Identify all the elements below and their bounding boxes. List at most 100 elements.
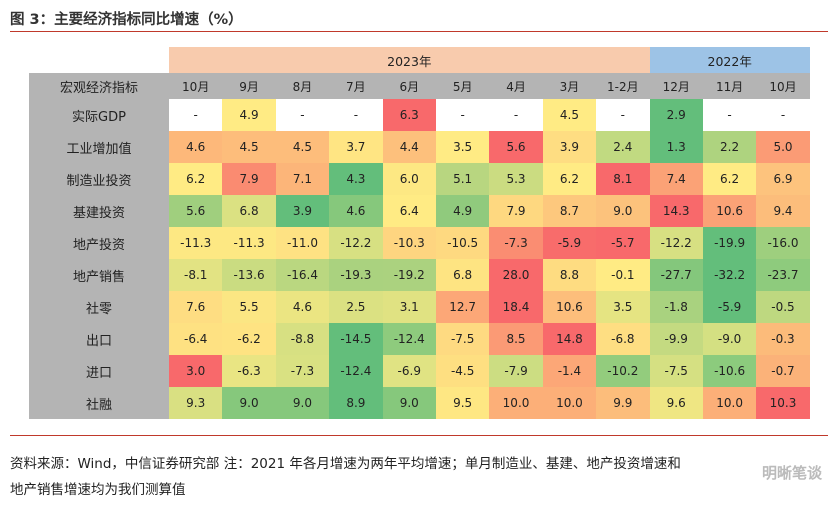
table-cell: 2.9	[649, 99, 703, 131]
table-cell: 4.5	[222, 131, 276, 163]
table-cell: -6.8	[596, 323, 650, 355]
table-cell: 4.9	[222, 99, 276, 131]
table-cell: -10.3	[382, 227, 436, 259]
table-cell: 4.6	[329, 195, 383, 227]
table-row: 实际GDP -4.9- -6.3- -4.5-2.9- -	[29, 99, 810, 131]
table-cell: 5.0	[756, 131, 810, 163]
table-cell: 28.0	[489, 259, 543, 291]
row-label: 工业增加值	[29, 131, 169, 163]
table-cell: -	[169, 99, 223, 131]
table-cell: -19.3	[329, 259, 383, 291]
column-header-9: 12月	[649, 73, 703, 99]
year-header-row: 2023年 2022年	[29, 47, 810, 73]
year-group-1: 2022年	[649, 47, 810, 73]
table-cell: 4.9	[435, 195, 490, 227]
table-row: 进口 3.0 -6.3 -7.3 -12.4 -6.9 -4.5 -7.9 -1.4 -10.2-…	[29, 355, 810, 387]
table-cell: -1.4	[542, 355, 597, 387]
table-cell: -6.4	[169, 323, 223, 355]
table-cell: 3.7	[329, 131, 383, 163]
table-cell: 7.9	[489, 195, 543, 227]
table-cell: -5.7	[596, 227, 650, 259]
table-cell: 6.2	[542, 163, 597, 195]
column-header-10: 11月	[702, 73, 757, 99]
table-cell: 3.9	[275, 195, 330, 227]
table-cell: -1.8	[649, 291, 703, 323]
table-cell: 1.3	[649, 131, 703, 163]
table-cell: 5.6	[169, 195, 223, 227]
footer-rule	[10, 435, 828, 436]
table-cell: -0.3	[756, 323, 810, 355]
table-cell: 9.0	[596, 195, 650, 227]
table-cell: -6.3	[222, 355, 276, 387]
table-cell: -5.9	[702, 291, 757, 323]
table-cell: -	[596, 99, 650, 131]
year-group-0: 2023年	[169, 47, 650, 73]
table-cell: -12.4	[382, 323, 436, 355]
column-header-2: 8月	[275, 73, 330, 99]
table-cell: -0.5	[756, 291, 810, 323]
table-cell: -19.2	[382, 259, 436, 291]
table-row: 制造业投资 6.2 7.9 7.1 4.3 6.0 5.1 5.3 6.2 8.1 7.4 6.2 6.…	[29, 163, 810, 195]
row-label: 社零	[29, 291, 169, 323]
table-cell: 9.5	[435, 387, 490, 419]
watermark: 明晰笔谈	[761, 464, 822, 482]
column-header-8: 1-2月	[596, 73, 650, 99]
table-cell: 10.0	[542, 387, 597, 419]
table-cell: 9.4	[756, 195, 810, 227]
table-cell: -12.2	[329, 227, 383, 259]
source-note-line1: 资料来源：Wind，中信证券研究部 注：2021 年各月增速为两年平均增速；单月…	[10, 456, 681, 472]
table-cell: -7.5	[649, 355, 703, 387]
table-cell: -9.9	[649, 323, 703, 355]
table-cell: -12.2	[649, 227, 703, 259]
table-cell: 8.1	[596, 163, 650, 195]
table-cell: -0.1	[596, 259, 650, 291]
table-cell: -5.9	[542, 227, 597, 259]
row-label: 进口	[29, 355, 169, 387]
table-cell: -11.0	[275, 227, 330, 259]
table-cell: -	[435, 99, 490, 131]
table-cell: 2.5	[329, 291, 383, 323]
table-row: 地产销售 -8.1 -13.6 -16.4 -19.3 -19.2 6.8 28.0 8.8 -0…	[29, 259, 810, 291]
table-cell: 4.4	[382, 131, 436, 163]
table-cell: 3.5	[435, 131, 490, 163]
row-label: 出口	[29, 323, 169, 355]
column-header-11: 10月	[756, 73, 810, 99]
row-label: 地产投资	[29, 227, 169, 259]
table-cell: 6.8	[435, 259, 490, 291]
table-row: 社零 7.6 5.5 4.6 2.5 3.1 12.7 18.4 10.6 3.5 -1.8 -5.9…	[29, 291, 810, 323]
table-cell: -	[756, 99, 810, 131]
indicator-table: 2023年 2022年 宏观经济指标 10月 9月 8月 7月 6月 5月 4月 3月 1-2月 12月…	[29, 47, 810, 419]
table-cell: -7.9	[489, 355, 543, 387]
table-cell: 3.5	[596, 291, 650, 323]
table-cell: 6.2	[702, 163, 757, 195]
table-cell: 12.7	[435, 291, 490, 323]
table-cell: 9.9	[596, 387, 650, 419]
table-cell: 5.1	[435, 163, 490, 195]
table-cell: 8.8	[542, 259, 597, 291]
table-cell: 6.0	[382, 163, 436, 195]
table-cell: 7.6	[169, 291, 223, 323]
column-header-row: 宏观经济指标 10月 9月 8月 7月 6月 5月 4月 3月 1-2月 12月 11月 10月	[29, 73, 810, 99]
row-label: 实际GDP	[29, 99, 169, 131]
table-cell: -7.5	[435, 323, 490, 355]
table-cell: 5.3	[489, 163, 543, 195]
table-cell: 14.8	[542, 323, 597, 355]
table-cell: 3.1	[382, 291, 436, 323]
table-cell: -8.1	[169, 259, 223, 291]
table-cell: 4.5	[542, 99, 597, 131]
table-cell: -10.5	[435, 227, 490, 259]
table-cell: 7.1	[275, 163, 330, 195]
title-rule	[10, 31, 828, 32]
table-cell: 4.6	[169, 131, 223, 163]
table-cell: 10.6	[702, 195, 757, 227]
row-label: 基建投资	[29, 195, 169, 227]
table-row: 出口 -6.4 -6.2 -8.8 -14.5 -12.4 -7.5 8.5 14.8 -6.8-…	[29, 323, 810, 355]
table-cell: 10.3	[756, 387, 810, 419]
table-cell: 9.0	[222, 387, 276, 419]
table-cell: -10.6	[702, 355, 757, 387]
table-cell: 3.0	[169, 355, 223, 387]
table-cell: 4.3	[329, 163, 383, 195]
table-cell: 6.8	[222, 195, 276, 227]
table-row: 基建投资 5.6 6.8 3.9 4.6 6.4 4.9 7.9 8.7 9.0 14.3 10.6 9…	[29, 195, 810, 227]
table-cell: -	[702, 99, 757, 131]
